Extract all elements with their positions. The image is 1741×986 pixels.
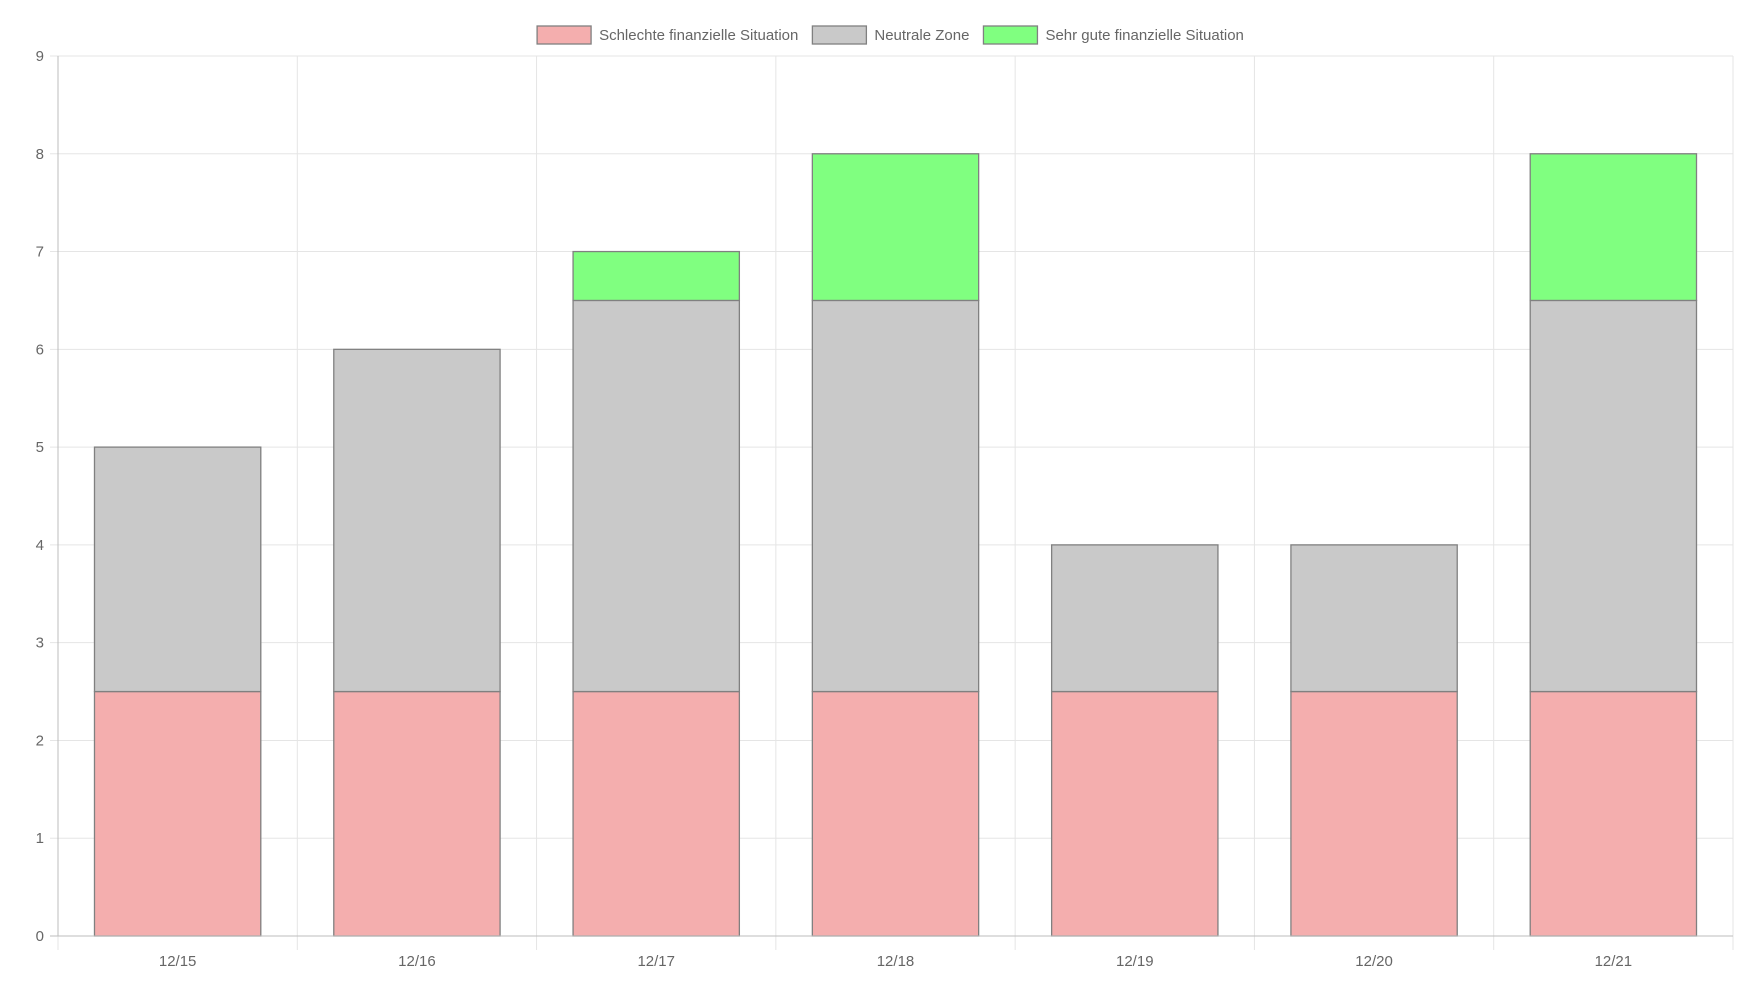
bar-segment	[1529, 690, 1698, 937]
bar-segment	[93, 446, 262, 693]
legend-item[interactable]: Sehr gute finanzielle Situation	[982, 25, 1244, 45]
bar-segment	[333, 690, 501, 937]
bar-segment	[572, 299, 741, 693]
x-tick-label: 12/15	[159, 953, 197, 970]
x-tick-label: 12/19	[1116, 953, 1154, 970]
y-tick-label: 3	[36, 635, 44, 652]
legend-item[interactable]: Schlechte finanzielle Situation	[536, 25, 798, 45]
x-tick-label: 12/20	[1355, 953, 1393, 970]
bar-segment	[811, 299, 980, 693]
legend-swatch	[536, 25, 592, 45]
y-tick-label: 8	[36, 146, 44, 163]
bar-segment	[1050, 544, 1219, 693]
y-tick-label: 4	[36, 537, 44, 554]
x-tick-label: 12/17	[637, 953, 675, 970]
x-tick-label: 12/18	[877, 953, 915, 970]
bars-layer	[93, 153, 1698, 937]
bar-segment	[333, 348, 501, 693]
axis-layer: 0 1 2 3 4 5 6 7 8 9 12/15 12/16 12/17 12/18 12/19 12/20…	[36, 48, 1733, 970]
legend-swatch	[982, 25, 1039, 45]
legend-label: Schlechte finanzielle Situation	[599, 27, 798, 44]
bar-segment	[1290, 690, 1458, 937]
y-tick-label: 2	[36, 732, 44, 749]
bar-segment	[572, 690, 741, 937]
legend-label: Sehr gute finanzielle Situation	[1045, 27, 1243, 44]
y-tick-label: 9	[36, 48, 44, 65]
legend-item[interactable]: Neutrale Zone	[811, 25, 969, 45]
y-tick-label: 6	[36, 341, 44, 358]
x-tick-label: 12/21	[1595, 953, 1633, 970]
y-tick-label: 7	[36, 244, 44, 261]
legend: Schlechte finanzielle Situation Neutrale …	[536, 25, 1244, 45]
x-tick-label: 12/16	[398, 953, 436, 970]
legend-label: Neutrale Zone	[874, 27, 969, 44]
y-tick-label: 5	[36, 439, 44, 456]
bar-segment	[811, 153, 980, 302]
bar-segment	[1050, 690, 1219, 937]
y-tick-label: 1	[36, 830, 44, 847]
bar-segment	[811, 690, 980, 937]
bar-segment	[572, 250, 741, 302]
bar-segment	[93, 690, 262, 937]
legend-swatch	[811, 25, 868, 45]
bar-segment	[1529, 153, 1698, 302]
y-tick-label: 0	[36, 928, 44, 945]
bar-segment	[1529, 299, 1698, 693]
bar-segment	[1290, 544, 1458, 693]
